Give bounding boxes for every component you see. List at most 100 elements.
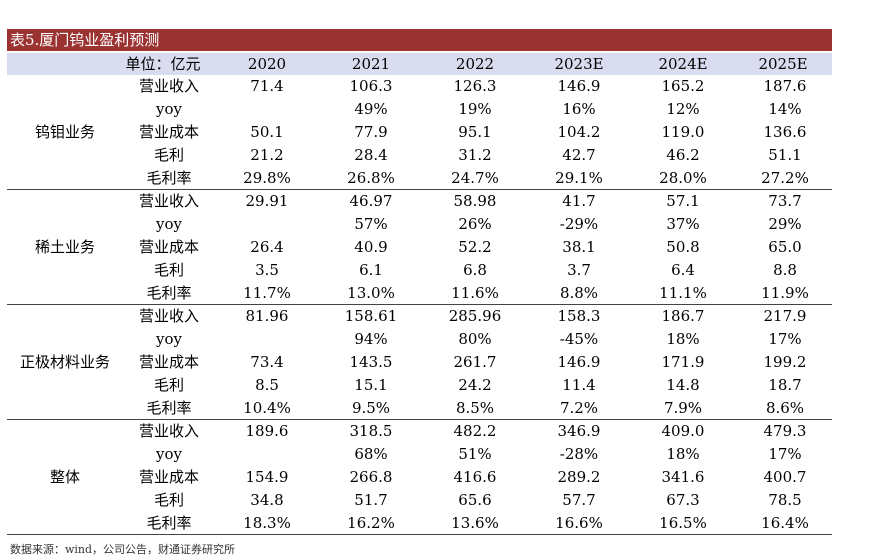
table-cell: 9.5% [351,399,391,417]
table-cell: 189.6 [245,422,289,440]
table-cell: 38.1 [562,238,596,256]
table-cell: 65.0 [768,238,802,256]
table-cell: 81.96 [245,307,289,325]
table-cell: 6.1 [359,261,383,279]
year-header: 2025E [758,55,808,73]
table-cell: 37% [666,215,700,233]
table-cell: 8.6% [765,399,805,417]
table-cell: 29% [768,215,802,233]
table-cell: 51.1 [768,146,802,164]
table-cell: 318.5 [349,422,393,440]
table-cell: 11.1% [659,284,707,302]
table-cell: 13.0% [347,284,395,302]
segment-label: 正极材料业务 [19,353,110,371]
table-cell: 8.5 [255,376,279,394]
table-cell: 17% [768,445,802,463]
table-cell: 146.9 [557,77,601,95]
table-cell: 26% [458,215,492,233]
table-cell: 3.5 [255,261,279,279]
table-cell: -45% [559,330,599,348]
table-cell: 51% [458,445,492,463]
table-cell: 7.9% [663,399,703,417]
table-cell: 51.7 [354,491,388,509]
table-cell: 6.4 [671,261,695,279]
table-cell: 146.9 [557,353,601,371]
table-cell: 15.1 [354,376,388,394]
table-cell: 57.7 [562,491,596,509]
table-cell: 186.7 [661,307,705,325]
table-cell: 34.8 [250,491,284,509]
table-cell: 143.5 [349,353,393,371]
row-label: 毛利 [153,261,184,279]
table-cell: 77.9 [354,123,388,141]
table-cell: 16% [562,100,596,118]
table-cell: 16.6% [555,514,603,532]
year-header: 2022 [455,55,495,73]
row-label: yoy [156,330,182,348]
table-cell: 12% [666,100,700,118]
row-label: 营业成本 [138,468,199,486]
table-cell: 73.7 [768,192,802,210]
table-cell: 17% [768,330,802,348]
segment-label: 稀土业务 [34,238,95,256]
table-cell: 136.6 [763,123,807,141]
table-cell: 409.0 [661,422,705,440]
table-cell: 106.3 [349,77,393,95]
table-cell: 158.3 [557,307,601,325]
table-cell: 165.2 [661,77,705,95]
table-cell: -29% [559,215,599,233]
table-cell: 42.7 [562,146,596,164]
row-label: 营业收入 [138,307,199,325]
table-cell: 29.8% [243,169,291,187]
table-cell: 24.7% [451,169,499,187]
row-label: 营业收入 [138,77,199,95]
table-cell: 171.9 [661,353,705,371]
year-header: 2024E [658,55,708,73]
table-cell: 94% [354,330,388,348]
table-cell: 46.97 [349,192,393,210]
table-cell: 104.2 [557,123,601,141]
table-cell: 187.6 [763,77,807,95]
table-cell: 416.6 [453,468,497,486]
year-header: 2021 [351,55,391,73]
row-label: yoy [156,215,182,233]
row-label: 毛利率 [146,284,192,302]
table-cell: 21.2 [250,146,284,164]
table-cell: 199.2 [763,353,807,371]
row-label: yoy [156,100,182,118]
table-cell: 50.1 [250,123,284,141]
table-cell: 482.2 [453,422,497,440]
table-cell: 29.91 [245,192,289,210]
table-cell: 261.7 [453,353,497,371]
table-cell: 119.0 [661,123,705,141]
table-cell: 19% [458,100,492,118]
table-cell: 10.4% [243,399,291,417]
table-cell: 26.8% [347,169,395,187]
table-cell: 57% [354,215,388,233]
table-cell: 29.1% [555,169,603,187]
table-cell: 95.1 [458,123,492,141]
table-cell: 80% [458,330,492,348]
table-cell: 46.2 [666,146,700,164]
table-cell [215,98,319,121]
table-cell [215,213,319,236]
row-label: 毛利 [153,146,184,164]
group-separator [7,534,832,535]
table-cell: 285.96 [448,307,502,325]
table-cell: 6.8 [463,261,487,279]
year-header: 2020 [247,55,287,73]
table-cell: 16.2% [347,514,395,532]
table-cell: 73.4 [250,353,284,371]
table-cell: 41.7 [562,192,596,210]
table-cell: 78.5 [768,491,802,509]
row-label: 毛利率 [146,399,192,417]
table-cell: 18.7 [768,376,802,394]
table-cell: 18.3% [243,514,291,532]
table-cell: 57.1 [666,192,700,210]
table-cell: 346.9 [557,422,601,440]
segment-label: 钨钼业务 [34,123,95,141]
table-cell: 14% [768,100,802,118]
table-cell: 8.8% [559,284,599,302]
table-cell: 341.6 [661,468,705,486]
row-label: 毛利率 [146,169,192,187]
